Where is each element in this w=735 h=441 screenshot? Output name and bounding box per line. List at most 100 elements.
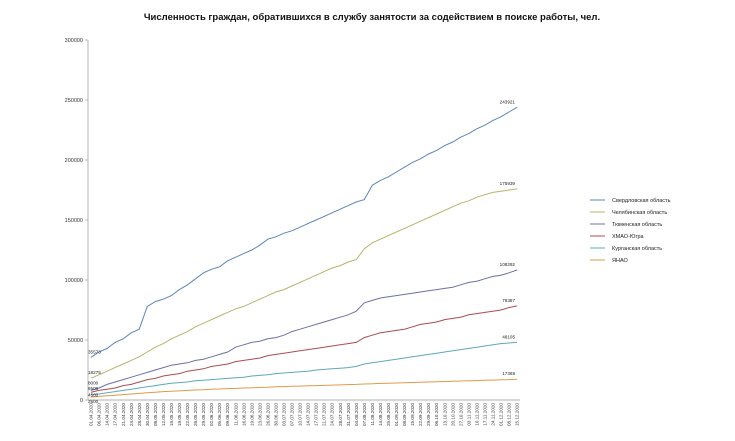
data-point [146,372,148,373]
data-point [179,373,180,374]
data-point [388,331,389,332]
data-point [516,305,518,307]
data-point [396,358,397,360]
x-tick-label: 09.06.2020 [225,403,230,426]
data-point [195,326,196,328]
data-point [203,389,204,391]
data-point [179,289,180,290]
data-point [371,242,373,244]
x-tick-label: 24.04.2020 [129,403,134,426]
data-point [347,367,349,368]
data-point [130,388,132,390]
data-point [388,360,389,361]
data-point [492,276,494,277]
data-point [516,341,518,343]
data-point [114,391,116,392]
data-point [444,210,446,211]
data-point [508,272,510,274]
data-point [211,366,212,367]
data-point [484,124,486,126]
data-point [171,382,172,384]
data-point [412,224,413,226]
data-point [179,382,180,383]
data-point [203,368,204,370]
x-tick-label: 21.07.2020 [322,403,327,426]
data-point [243,253,245,254]
data-point [235,308,237,310]
x-tick-label: 20.10.2020 [450,403,455,426]
x-tick-label: 01.04.2020 [89,403,94,426]
x-tick-label: 22.05.2020 [185,403,190,426]
data-point [460,349,462,350]
data-point [500,343,502,344]
x-tick-label: 24.11.2020 [490,403,495,426]
data-point [122,338,124,340]
data-point [275,373,277,374]
x-tick-label: 28.07.2020 [338,403,343,426]
legend-entry: ЯНАО [612,258,628,264]
data-point [90,377,92,379]
data-point [259,357,261,359]
data-point [267,238,269,240]
x-tick-label: 13.10.2020 [442,403,447,426]
data-point [171,364,172,366]
data-point [412,326,413,328]
data-point [468,133,470,134]
data-point [315,385,317,386]
data-point [331,267,333,269]
data-point [146,351,148,353]
data-point [98,374,100,376]
data-point [122,385,124,386]
data-point [251,249,253,251]
x-tick-label: 14.07.2020 [306,403,311,426]
data-point [476,380,478,381]
data-point [219,364,220,366]
data-point [339,367,341,369]
data-point [90,391,92,393]
data-point [420,220,421,222]
data-label-last: 78387 [502,298,515,303]
data-point [508,189,510,191]
data-point [436,150,437,151]
x-tick-label: 17.11.2020 [482,403,487,426]
data-point [251,302,253,304]
data-point [299,226,301,228]
data-point [388,382,389,384]
data-point [130,332,132,334]
data-point [396,231,397,233]
data-point [251,342,253,343]
data-label-last: 48105 [502,334,515,339]
x-tick-label: 14.04.2020 [105,403,110,426]
x-tick-label: 08.09.2020 [402,403,407,426]
data-point [396,382,397,384]
data-point [404,328,405,330]
data-point [323,369,325,370]
data-point [363,199,365,200]
data-point [508,111,510,113]
data-point [315,324,317,325]
data-point [460,316,462,318]
data-point [363,363,365,365]
data-point [291,285,293,287]
data-point [380,238,381,240]
data-point [355,201,357,203]
data-point [219,378,220,380]
data-point [420,355,421,356]
data-point [323,385,325,386]
data-point [331,368,333,370]
data-label-first: 8000 [88,380,99,385]
x-tick-label: 03.07.2020 [282,403,287,426]
data-point [299,371,301,373]
data-point [114,367,116,368]
data-point [243,387,245,389]
data-point [492,344,494,346]
x-tick-label: 08.05.2020 [153,403,158,426]
data-point [267,295,269,296]
data-point [371,334,373,336]
x-tick-label: 15.12.2020 [515,403,520,426]
data-point [315,348,317,349]
data-point [195,380,196,382]
data-point [283,289,285,290]
data-point [195,278,196,280]
data-point [508,379,510,380]
